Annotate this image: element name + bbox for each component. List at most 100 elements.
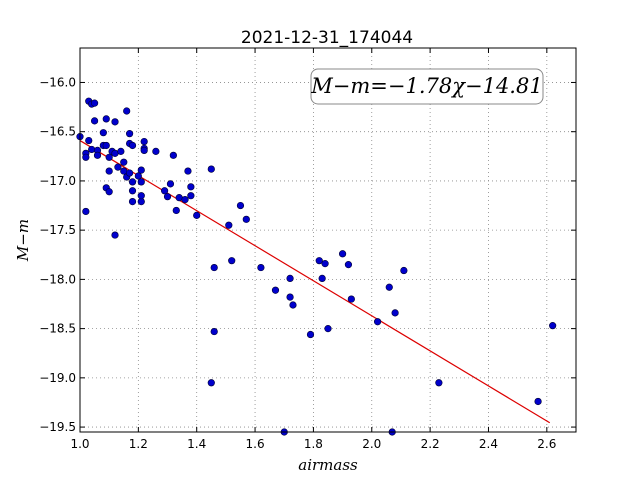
chart-title: 2021-12-31_174044 (241, 28, 413, 48)
data-point (85, 136, 93, 145)
data-point (225, 221, 233, 229)
x-tick-label: 2.2 (421, 437, 440, 451)
data-point (187, 183, 195, 191)
data-point (88, 145, 96, 154)
data-point (90, 99, 99, 107)
data-point (207, 165, 215, 173)
y-tick-label: −19.0 (39, 371, 76, 385)
data-point (210, 263, 218, 272)
data-point (289, 301, 297, 309)
data-point (391, 309, 399, 317)
data-point (187, 192, 195, 200)
data-point (242, 215, 250, 223)
data-point (435, 379, 443, 387)
y-tick-label: −16.5 (39, 125, 76, 139)
data-point (169, 151, 177, 159)
data-point (102, 115, 110, 123)
data-point (93, 151, 102, 159)
data-point (318, 274, 326, 283)
data-point (321, 260, 329, 268)
data-point (152, 147, 160, 155)
data-point (286, 274, 294, 283)
data-point (161, 187, 169, 195)
data-point (114, 163, 122, 171)
data-point (120, 158, 128, 166)
data-point (123, 107, 131, 115)
data-point (137, 178, 145, 186)
data-point (111, 231, 119, 239)
y-tick-label: −17.0 (39, 174, 76, 188)
data-point (137, 192, 145, 200)
data-point (344, 261, 353, 269)
data-point (315, 257, 323, 265)
y-tick-label: −16.0 (39, 75, 76, 89)
fit-equation-box: M−m=−1.78χ−14.81 (310, 68, 544, 105)
data-point (306, 330, 315, 339)
data-point (126, 130, 134, 138)
data-point (111, 118, 119, 126)
x-tick-label: 2.4 (479, 437, 498, 451)
fit-equation-frame (310, 68, 544, 105)
y-tick-label: −19.5 (39, 420, 76, 434)
y-tick-label: −17.5 (39, 223, 76, 237)
fit-line (79, 140, 551, 424)
data-point (172, 206, 180, 215)
x-tick-label: 2.6 (537, 437, 556, 451)
data-point (126, 169, 134, 177)
data-point (324, 325, 332, 333)
data-point (140, 137, 148, 146)
data-point (184, 167, 192, 175)
data-point (128, 198, 137, 206)
y-tick-labels: −16.0 −16.5 −17.0 −17.5 −18.0 −18.5 −19.0 −19.5 (39, 75, 76, 434)
data-point (193, 211, 201, 219)
data-point (210, 327, 218, 336)
data-point (140, 146, 148, 154)
data-point (82, 207, 90, 216)
data-point (400, 266, 408, 275)
data-point (99, 129, 107, 137)
data-point (128, 141, 137, 150)
y-tick-label: −18.5 (39, 322, 76, 336)
data-point (286, 293, 294, 301)
data-point (374, 318, 382, 326)
x-tick-label: 1.2 (129, 437, 148, 451)
data-point (102, 141, 110, 150)
x-tick-label: 1.4 (187, 437, 206, 451)
data-point (338, 250, 347, 258)
data-point (82, 153, 90, 161)
data-point (257, 263, 265, 272)
x-tick-label: 1.6 (246, 437, 265, 451)
data-point (90, 117, 99, 125)
data-point (128, 178, 137, 186)
data-point (181, 196, 189, 204)
data-point (128, 187, 137, 195)
data-point (207, 379, 215, 387)
plot-frame (79, 47, 577, 433)
x-tick-label: 2.0 (362, 437, 381, 451)
data-point (134, 172, 142, 180)
y-axis-label: M−m (14, 219, 32, 262)
data-point (105, 167, 113, 175)
data-point (137, 166, 145, 174)
x-axis-label: airmass (298, 456, 358, 474)
y-tick-label: −18.0 (39, 272, 76, 286)
data-point (105, 153, 113, 161)
data-point (534, 397, 542, 406)
data-point (105, 188, 113, 196)
data-point (347, 295, 355, 303)
x-tick-labels: 1.0 1.2 1.4 1.6 1.8 2.0 2.2 2.4 2.6 (70, 437, 556, 451)
data-point (236, 201, 245, 210)
data-point (117, 147, 125, 155)
data-point (163, 193, 172, 201)
data-point (549, 322, 557, 330)
axis-ticks (79, 48, 576, 432)
grid-lines (79, 48, 576, 432)
data-points (76, 97, 557, 436)
data-point (271, 286, 280, 294)
data-point (166, 180, 175, 188)
data-point (228, 257, 236, 265)
x-tick-label: 1.8 (304, 437, 323, 451)
fit-line-group (79, 140, 551, 424)
fit-equation: M−m=−1.78χ−14.81 (310, 74, 542, 98)
